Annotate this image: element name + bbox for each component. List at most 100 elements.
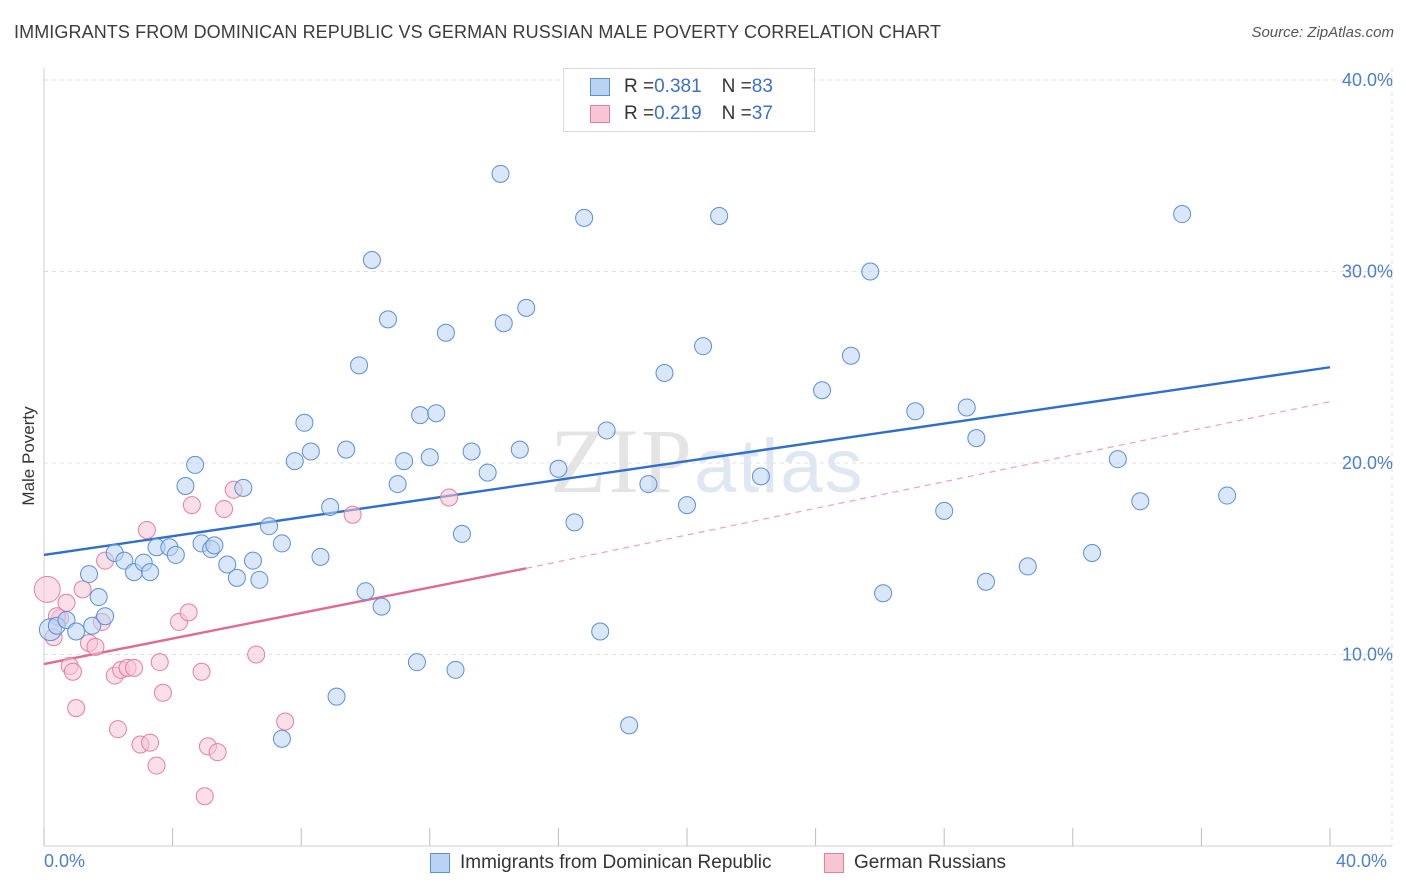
dominican-point	[462, 442, 481, 461]
dominican-point	[243, 551, 262, 570]
german-russians-point	[343, 505, 362, 524]
german-russians-point	[247, 645, 266, 664]
dominican-point	[218, 555, 237, 574]
german-russians-point	[192, 662, 211, 681]
legend-swatch-blue	[430, 853, 450, 873]
dominican-point	[565, 513, 584, 532]
dominican-point	[57, 611, 76, 630]
dominican-point	[205, 536, 224, 555]
dominican-point	[1083, 544, 1102, 563]
dominican-point	[591, 622, 610, 641]
y-tick-labels: 10.0% 20.0% 30.0% 40.0%	[1342, 70, 1393, 665]
dominican-point	[678, 496, 696, 515]
dominican-point	[379, 310, 398, 329]
dominican-point	[89, 588, 108, 607]
dominican-point	[478, 463, 497, 482]
y-tick-label: 20.0%	[1342, 453, 1393, 473]
legend-r-value: 0.219	[654, 103, 702, 124]
dominican-point	[250, 570, 269, 589]
german-russians-point	[125, 658, 144, 677]
legend-r-label: R =	[624, 103, 655, 124]
german-russians-point	[208, 743, 227, 762]
dominican-point	[694, 337, 713, 356]
dominican-point	[327, 687, 346, 706]
dominican-point	[356, 582, 375, 601]
dominican-trend-line	[43, 366, 1331, 557]
legend-swatch-pink	[590, 105, 610, 123]
dominican-point	[906, 402, 925, 421]
legend-row-german-russians: R = 0.219 N = 37	[590, 102, 773, 126]
grid-lines	[44, 79, 1392, 655]
dominican-point	[446, 660, 465, 679]
dominican-point	[407, 653, 426, 672]
dominican-point	[967, 429, 986, 448]
dominican-point	[285, 452, 304, 471]
german-russians-point	[147, 756, 166, 775]
german-russians-point	[215, 499, 234, 518]
dominican-point	[1018, 557, 1037, 576]
dominican-point	[166, 545, 185, 564]
dominican-point	[395, 452, 414, 471]
dominican-point	[436, 323, 455, 342]
legend-n-value: 37	[751, 103, 773, 124]
watermark: ZIPatlas	[550, 410, 865, 512]
dominican-point	[655, 363, 674, 382]
legend-label-dominican: Immigrants from Dominican Republic	[460, 852, 772, 873]
dominican-point	[234, 478, 253, 497]
dominican-point	[510, 440, 529, 459]
y-tick-label: 10.0%	[1342, 645, 1393, 665]
german-russians-point	[195, 787, 214, 806]
dominican-point	[494, 314, 513, 333]
dominican-point	[301, 442, 320, 461]
german-russians-point	[141, 733, 160, 752]
dominican-point	[491, 164, 510, 183]
dominican-point	[388, 475, 407, 494]
legend-n-label: N =	[721, 76, 752, 97]
dominican-point	[1131, 492, 1150, 511]
german-russians-point	[137, 521, 156, 540]
dominican-point	[1173, 205, 1192, 224]
german-russians-trend-solid	[43, 567, 527, 666]
dominican-point	[141, 563, 160, 582]
dominican-point	[350, 356, 369, 375]
german-russians-point	[67, 699, 86, 718]
dominican-point	[1108, 450, 1127, 469]
dominican-point	[260, 517, 279, 536]
german-russians-trend	[43, 401, 1331, 666]
dominican-point	[1218, 486, 1237, 505]
legend-r-value: 0.381	[654, 76, 702, 97]
dominican-point	[83, 616, 102, 635]
legend-r-label: R =	[624, 76, 655, 97]
dominican-point	[227, 568, 246, 587]
german-russians-point	[108, 720, 127, 739]
dominican-point	[176, 476, 195, 495]
german-russians-point	[440, 488, 459, 507]
german-russians-point	[63, 662, 82, 681]
dominican-point	[96, 607, 115, 626]
german-russians-point	[182, 496, 201, 515]
y-tick-label: 30.0%	[1342, 262, 1393, 282]
german-russians-point	[33, 575, 61, 603]
german-russians-point	[179, 603, 198, 622]
dominican-point	[841, 346, 860, 365]
dominican-point	[337, 440, 356, 459]
dominican-point	[549, 459, 568, 478]
y-axis-label: Male Poverty	[19, 406, 38, 506]
legend-swatch-blue	[590, 78, 610, 96]
legend-row-dominican: R = 0.381 N = 83	[590, 75, 773, 99]
dominican-point	[186, 455, 205, 474]
dominican-point	[272, 534, 291, 553]
dominican-point	[321, 498, 340, 517]
dominican-points	[38, 164, 1237, 748]
stats-legend: R = 0.381 N = 83 R = 0.219 N = 37	[563, 68, 815, 132]
dominican-point	[362, 251, 381, 270]
dominican-point	[710, 206, 729, 225]
dominican-point	[639, 475, 658, 494]
dominican-point	[517, 298, 536, 317]
dominican-point	[372, 597, 391, 616]
dominican-point	[411, 406, 430, 425]
german-russians-trend-dashed	[526, 401, 1331, 569]
dominican-point	[427, 404, 446, 423]
dominican-point	[976, 572, 995, 591]
